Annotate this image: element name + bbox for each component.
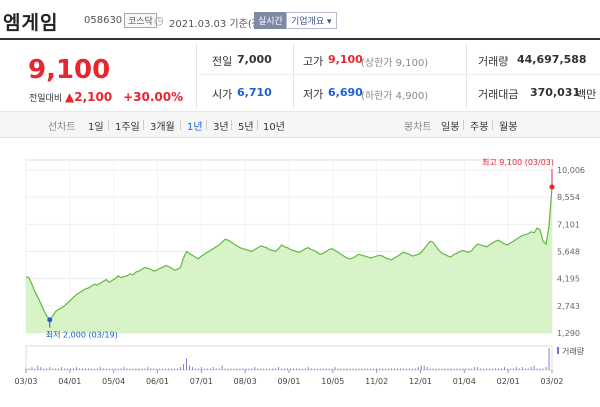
volume-frame	[25, 345, 553, 371]
x-tick-label: 08/03	[234, 377, 257, 386]
y-tick-label: 7,101	[557, 220, 580, 229]
price-line	[25, 186, 553, 321]
amount-label: 거래대금	[478, 88, 519, 101]
price-area	[25, 186, 553, 333]
min-point	[47, 317, 53, 323]
y-tick-label: 2,743	[557, 302, 580, 311]
change-amount: 2,100	[74, 90, 113, 104]
quote-date: 2021.03.03 기준(장마감)	[169, 19, 284, 30]
volume-label: 거래량	[478, 55, 509, 68]
x-tick-label: 06/01	[146, 377, 169, 386]
tab-1d[interactable]: 1일	[88, 122, 104, 133]
x-tick-label: 03/03	[14, 377, 37, 386]
tab-monthly[interactable]: 월봉	[499, 122, 518, 133]
line-chart-label: 선차트	[48, 122, 76, 133]
realtime-button[interactable]: 실시간	[254, 12, 287, 29]
x-tick-label: 02/01	[497, 377, 520, 386]
header-divider	[0, 38, 600, 40]
tab-1w[interactable]: 1주일	[115, 122, 140, 133]
tab-separator	[492, 120, 493, 130]
tab-separator	[257, 120, 258, 130]
lower-limit-note: (하한가 4,900)	[361, 91, 429, 102]
divider	[196, 44, 197, 108]
open-value: 6,710	[237, 86, 272, 99]
x-tick-label: 07/01	[190, 377, 213, 386]
tab-3m[interactable]: 3개월	[150, 122, 175, 133]
y-tick-label: 4,195	[557, 275, 580, 284]
x-tick-label: 10/05	[321, 377, 344, 386]
amount-value: 370,031	[530, 86, 581, 99]
row-divider	[198, 74, 600, 75]
tab-separator	[180, 120, 181, 130]
chart-marks: 최고 9,100 (03/03) 최저 2,000 (03/19)	[46, 157, 555, 340]
high-label: 고가	[303, 55, 324, 68]
volume-legend: 거래량	[562, 346, 585, 356]
y-tick-label: 1,290	[557, 329, 580, 338]
market-badge: 코스닥	[124, 13, 157, 28]
y-tick-label: 5,648	[557, 248, 580, 257]
divider	[293, 44, 294, 108]
max-label: 최고 9,100 (03/03)	[482, 157, 554, 167]
prev-close-label: 전일	[212, 55, 233, 68]
volume-value: 44,697,588	[517, 53, 587, 66]
change-percent: +30.00%	[123, 90, 184, 104]
corp-info-dropdown[interactable]: 기업개요 ▾	[286, 12, 337, 29]
x-tick-label: 11/02	[365, 377, 388, 386]
tab-separator	[143, 120, 144, 130]
x-tick-label: 04/01	[58, 377, 81, 386]
stock-name: 엠게임	[3, 12, 59, 34]
max-point	[549, 184, 555, 190]
low-value: 6,690	[328, 86, 363, 99]
x-tick-label: 03/02	[540, 377, 563, 386]
price-area-fill	[26, 186, 552, 333]
y-tick-label: 8,554	[557, 193, 580, 202]
volume-legend-swatch	[557, 347, 559, 354]
upper-limit-note: (상한가 9,100)	[361, 58, 429, 69]
min-label: 최저 2,000 (03/19)	[46, 330, 118, 340]
chart-period-tabs: 선차트 1일 1주일 3개월 1년 3년 5년 10년 봉차트 일봉 주봉 월봉	[0, 111, 600, 138]
x-tick-label: 05/04	[102, 377, 125, 386]
tab-5y[interactable]: 5년	[238, 122, 254, 133]
x-tick-label: 09/01	[277, 377, 300, 386]
prev-close-value: 7,000	[237, 53, 272, 66]
tab-separator	[463, 120, 464, 130]
price-change: 전일대비 ▲2,100 +30.00%	[29, 90, 183, 104]
tab-3y[interactable]: 3년	[213, 122, 229, 133]
volume-bars: 거래량	[25, 346, 585, 370]
y-tick-label: 10,006	[557, 166, 585, 175]
tab-daily[interactable]: 일봉	[441, 122, 460, 133]
amount-unit: 백만	[576, 88, 597, 101]
high-value: 9,100	[328, 53, 363, 66]
candle-chart-label: 봉차트	[404, 122, 432, 133]
change-label: 전일대비	[29, 94, 63, 104]
tab-1y[interactable]: 1년	[187, 122, 203, 133]
tab-weekly[interactable]: 주봉	[470, 122, 489, 133]
up-arrow-icon: ▲	[65, 90, 75, 104]
stock-code: 058630	[84, 15, 123, 26]
tab-separator	[206, 120, 207, 130]
price-chart: 최고 9,100 (03/03) 최저 2,000 (03/19) 거래량 10,…	[14, 157, 585, 386]
tab-separator	[108, 120, 109, 130]
tab-10y[interactable]: 10년	[263, 122, 285, 133]
x-tick-label: 01/04	[453, 377, 476, 386]
stock-header: 엠게임 058630 코스닥 ◷ 2021.03.03 기준(장마감) 실시간 …	[0, 0, 600, 40]
chart-axes: 10,006 8,554 7,101 5,648 4,195 2,743 1,290 03/0…	[14, 166, 585, 386]
divider	[466, 44, 467, 108]
tab-separator	[231, 120, 232, 130]
x-tick-label: 12/01	[409, 377, 432, 386]
clock-icon: ◷	[154, 14, 164, 27]
open-label: 시가	[212, 88, 233, 101]
current-price: 9,100	[28, 55, 111, 85]
low-label: 저가	[303, 88, 324, 101]
